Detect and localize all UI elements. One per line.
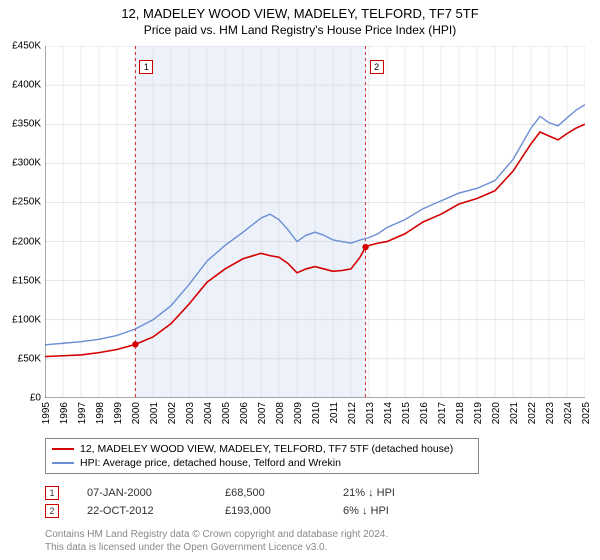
x-axis-label: 2021	[509, 402, 520, 424]
x-axis-label: 2024	[563, 402, 574, 424]
transaction-marker: 1	[45, 486, 59, 500]
chart-title: 12, MADELEY WOOD VIEW, MADELEY, TELFORD,…	[0, 0, 600, 21]
transaction-vs-hpi: 6% ↓ HPI	[343, 505, 389, 517]
chart-marker: 1	[139, 60, 153, 74]
x-axis-label: 2009	[293, 402, 304, 424]
footer-line-1: Contains HM Land Registry data © Crown c…	[45, 528, 388, 541]
transaction-vs-hpi: 21% ↓ HPI	[343, 487, 395, 499]
x-axis-label: 2002	[167, 402, 178, 424]
x-axis-label: 2014	[383, 402, 394, 424]
x-axis-label: 2004	[203, 402, 214, 424]
x-axis-label: 2000	[131, 402, 142, 424]
legend: 12, MADELEY WOOD VIEW, MADELEY, TELFORD,…	[45, 438, 479, 474]
transaction-price: £193,000	[225, 505, 315, 517]
y-axis-label: £400K	[12, 80, 41, 91]
x-axis-label: 2015	[401, 402, 412, 424]
legend-item: 12, MADELEY WOOD VIEW, MADELEY, TELFORD,…	[52, 442, 472, 456]
chart-plot	[45, 46, 585, 398]
y-axis-label: £300K	[12, 158, 41, 169]
x-axis-label: 2003	[185, 402, 196, 424]
transaction-date: 07-JAN-2000	[87, 487, 197, 499]
x-axis-label: 2005	[221, 402, 232, 424]
y-axis-label: £150K	[12, 275, 41, 286]
x-axis-label: 1997	[77, 402, 88, 424]
x-axis-label: 1996	[59, 402, 70, 424]
x-axis-label: 1998	[95, 402, 106, 424]
x-axis-label: 1999	[113, 402, 124, 424]
chart-container: 12, MADELEY WOOD VIEW, MADELEY, TELFORD,…	[0, 0, 600, 560]
x-axis-label: 2025	[581, 402, 592, 424]
y-axis-label: £350K	[12, 119, 41, 130]
y-axis-label: £50K	[18, 353, 41, 364]
transaction-row: 1 07-JAN-2000 £68,500 21% ↓ HPI	[45, 484, 395, 502]
x-axis-label: 2023	[545, 402, 556, 424]
x-axis-label: 2010	[311, 402, 322, 424]
footer-attribution: Contains HM Land Registry data © Crown c…	[45, 528, 388, 554]
x-axis-label: 2018	[455, 402, 466, 424]
chart-area: £0£50K£100K£150K£200K£250K£300K£350K£400…	[45, 46, 585, 398]
x-axis-label: 2013	[365, 402, 376, 424]
legend-swatch	[52, 462, 74, 464]
transaction-row: 2 22-OCT-2012 £193,000 6% ↓ HPI	[45, 502, 395, 520]
x-axis-label: 2006	[239, 402, 250, 424]
x-axis-label: 2012	[347, 402, 358, 424]
y-axis-label: £450K	[12, 41, 41, 52]
legend-label: 12, MADELEY WOOD VIEW, MADELEY, TELFORD,…	[80, 443, 453, 455]
x-axis-label: 2007	[257, 402, 268, 424]
x-axis-label: 1995	[41, 402, 52, 424]
y-axis-label: £250K	[12, 197, 41, 208]
y-axis-label: £100K	[12, 314, 41, 325]
x-axis-label: 2001	[149, 402, 160, 424]
legend-swatch	[52, 448, 74, 450]
chart-subtitle: Price paid vs. HM Land Registry's House …	[0, 23, 600, 37]
x-axis-label: 2011	[329, 402, 340, 424]
x-axis-label: 2019	[473, 402, 484, 424]
x-axis-label: 2017	[437, 402, 448, 424]
x-axis-label: 2008	[275, 402, 286, 424]
transaction-price: £68,500	[225, 487, 315, 499]
y-axis-label: £0	[30, 393, 41, 404]
transaction-date: 22-OCT-2012	[87, 505, 197, 517]
y-axis-label: £200K	[12, 236, 41, 247]
x-axis-label: 2020	[491, 402, 502, 424]
chart-marker: 2	[370, 60, 384, 74]
transaction-table: 1 07-JAN-2000 £68,500 21% ↓ HPI 2 22-OCT-2012…	[45, 484, 395, 520]
x-axis-label: 2016	[419, 402, 430, 424]
footer-line-2: This data is licensed under the Open Gov…	[45, 541, 388, 554]
x-axis-label: 2022	[527, 402, 538, 424]
legend-label: HPI: Average price, detached house, Telf…	[80, 457, 341, 469]
legend-item: HPI: Average price, detached house, Telf…	[52, 456, 472, 470]
transaction-marker: 2	[45, 504, 59, 518]
